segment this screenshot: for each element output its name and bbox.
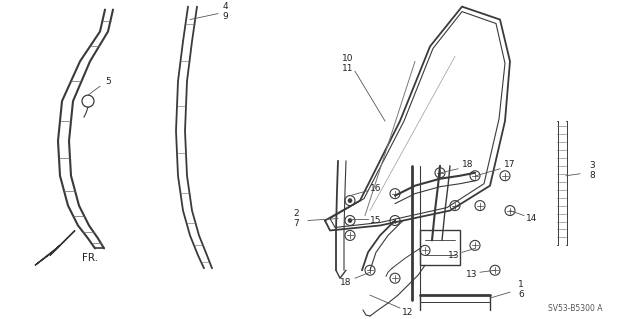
Text: 18: 18 — [340, 278, 352, 287]
Text: 12: 12 — [403, 308, 413, 316]
Text: 18: 18 — [462, 160, 474, 169]
Circle shape — [348, 219, 352, 222]
Text: 15: 15 — [371, 216, 381, 225]
Text: 17: 17 — [504, 160, 516, 169]
Circle shape — [348, 199, 352, 203]
Text: 14: 14 — [526, 214, 538, 223]
Text: 16: 16 — [371, 184, 381, 193]
Text: 3
8: 3 8 — [589, 161, 595, 180]
Text: 10
11: 10 11 — [342, 54, 354, 73]
Text: FR.: FR. — [82, 253, 98, 263]
Text: 1
6: 1 6 — [518, 280, 524, 299]
Text: SV53-B5300 A: SV53-B5300 A — [548, 304, 602, 313]
Text: 13: 13 — [467, 270, 477, 279]
Text: 5: 5 — [105, 77, 111, 86]
Polygon shape — [35, 230, 75, 265]
Text: 2
7: 2 7 — [293, 209, 299, 228]
Text: 13: 13 — [448, 251, 460, 260]
Text: 4
9: 4 9 — [222, 2, 228, 21]
